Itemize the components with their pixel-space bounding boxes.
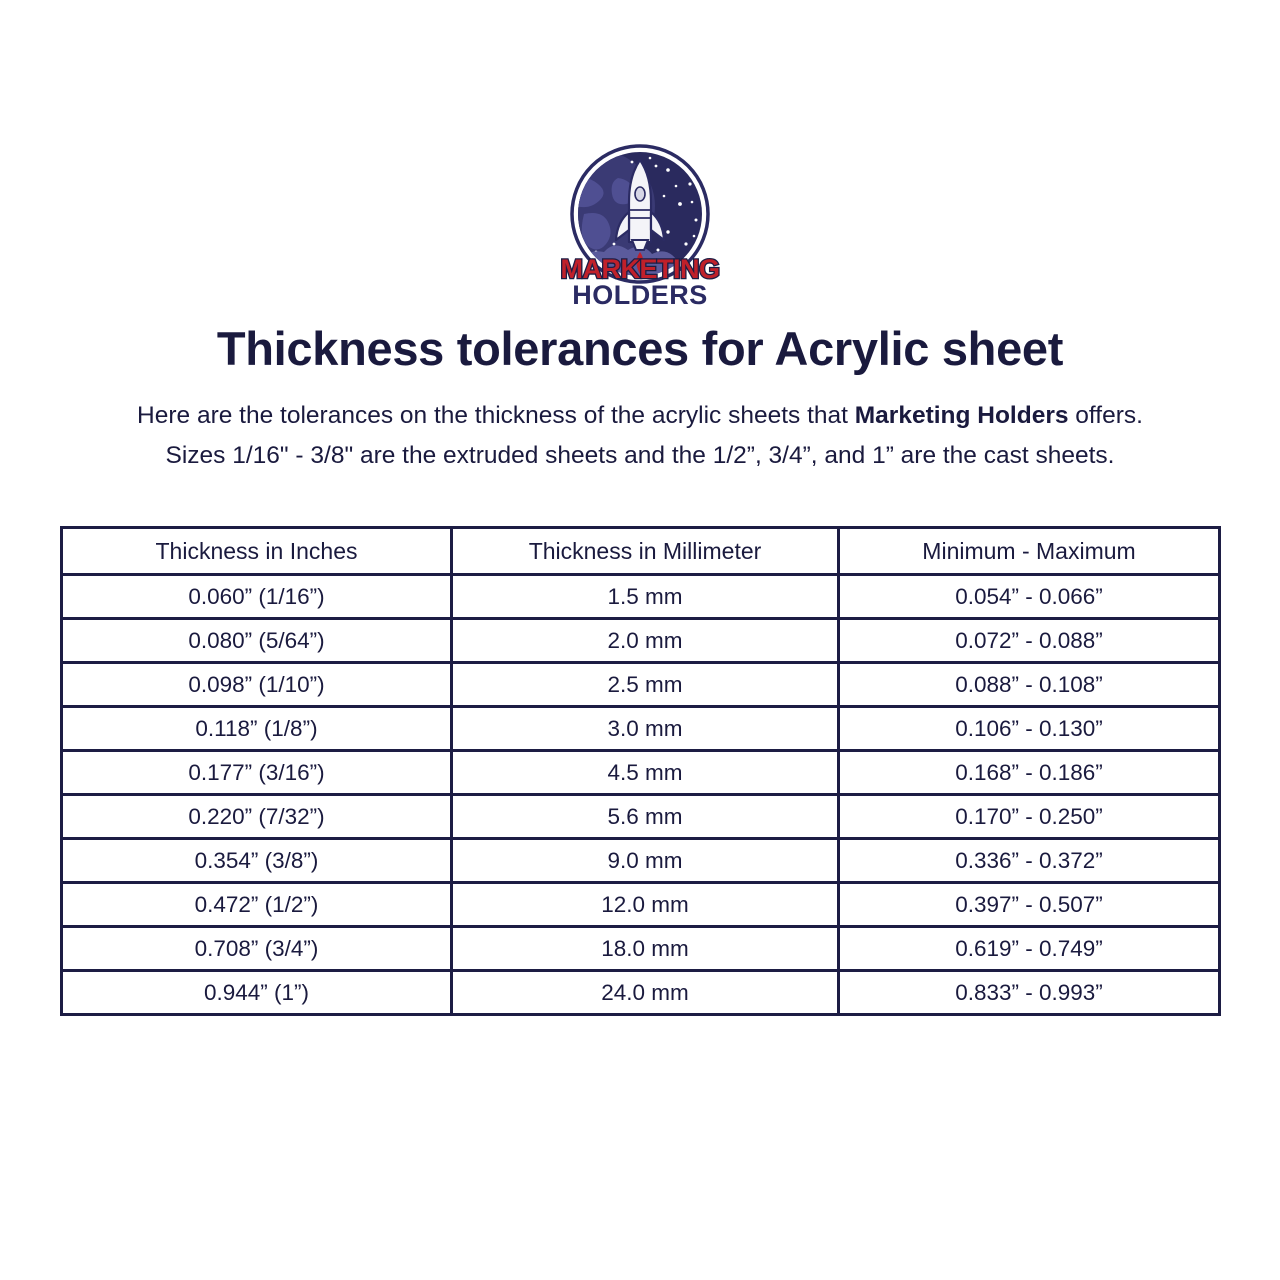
cell-millimeter: 5.6 mm [450, 793, 840, 840]
cell-millimeter: 18.0 mm [450, 925, 840, 972]
table-row: 0.220” (7/32”) 5.6 mm 0.170” - 0.250” [60, 793, 1221, 840]
cell-min-max: 0.397” - 0.507” [837, 881, 1221, 928]
page-subtitle: Here are the tolerances on the thickness… [0, 396, 1280, 475]
column-header-millimeter: Thickness in Millimeter [450, 526, 840, 576]
cell-min-max: 0.168” - 0.186” [837, 749, 1221, 796]
subtitle-line-1-part-a: Here are the tolerances on the thickness… [137, 402, 855, 429]
cell-millimeter: 9.0 mm [450, 837, 840, 884]
logo-word-holders: HOLDERS [572, 280, 708, 310]
subtitle-line-1: Here are the tolerances on the thickness… [0, 396, 1280, 436]
cell-min-max: 0.619” - 0.749” [837, 925, 1221, 972]
thickness-tolerance-table: Thickness in Inches Thickness in Millime… [60, 526, 1221, 1016]
cell-min-max: 0.833” - 0.993” [837, 969, 1221, 1016]
page-title: Thickness tolerances for Acrylic sheet [216, 322, 1064, 375]
table-row: 0.944” (1”) 24.0 mm 0.833” - 0.993” [60, 969, 1221, 1016]
table-body: 0.060” (1/16”) 1.5 mm 0.054” - 0.066” 0.… [60, 573, 1221, 1016]
column-header-inches: Thickness in Inches [60, 526, 453, 576]
cell-millimeter: 2.5 mm [450, 661, 840, 708]
cell-inches: 0.118” (1/8”) [60, 705, 453, 752]
cell-inches: 0.944” (1”) [60, 969, 453, 1016]
table-row: 0.098” (1/10”) 2.5 mm 0.088” - 0.108” [60, 661, 1221, 708]
cell-millimeter: 1.5 mm [450, 573, 840, 620]
table-row: 0.177” (3/16”) 4.5 mm 0.168” - 0.186” [60, 749, 1221, 796]
table-row: 0.080” (5/64”) 2.0 mm 0.072” - 0.088” [60, 617, 1221, 664]
table-row: 0.472” (1/2”) 12.0 mm 0.397” - 0.507” [60, 881, 1221, 928]
table-row: 0.060” (1/16”) 1.5 mm 0.054” - 0.066” [60, 573, 1221, 620]
cell-min-max: 0.170” - 0.250” [837, 793, 1221, 840]
cell-inches: 0.098” (1/10”) [60, 661, 453, 708]
subtitle-brand-name: Marketing Holders [854, 402, 1069, 429]
cell-inches: 0.708” (3/4”) [60, 925, 453, 972]
table-row: 0.354” (3/8”) 9.0 mm 0.336” - 0.372” [60, 837, 1221, 884]
cell-millimeter: 2.0 mm [450, 617, 840, 664]
column-header-min-max: Minimum - Maximum [837, 526, 1221, 576]
cell-min-max: 0.106” - 0.130” [837, 705, 1221, 752]
logo-container: MARKETING HOLDERS [0, 140, 1280, 312]
marketing-holders-logo: MARKETING HOLDERS [540, 140, 740, 312]
cell-min-max: 0.054” - 0.066” [837, 573, 1221, 620]
subtitle-line-2: Sizes 1/16" - 3/8" are the extruded shee… [165, 441, 1115, 469]
cell-min-max: 0.088” - 0.108” [837, 661, 1221, 708]
cell-min-max: 0.072” - 0.088” [837, 617, 1221, 664]
logo-word-marketing: MARKETING [561, 254, 720, 284]
cell-millimeter: 24.0 mm [450, 969, 840, 1016]
cell-min-max: 0.336” - 0.372” [837, 837, 1221, 884]
subtitle-line-1-part-b: offers. [1068, 402, 1143, 429]
cell-millimeter: 4.5 mm [450, 749, 840, 796]
cell-millimeter: 3.0 mm [450, 705, 840, 752]
table-row: 0.708” (3/4”) 18.0 mm 0.619” - 0.749” [60, 925, 1221, 972]
table-container: Thickness in Inches Thickness in Millime… [60, 526, 1221, 1016]
cell-inches: 0.177” (3/16”) [60, 749, 453, 796]
cell-inches: 0.472” (1/2”) [60, 881, 453, 928]
cell-inches: 0.220” (7/32”) [60, 793, 453, 840]
cell-inches: 0.080” (5/64”) [60, 617, 453, 664]
cell-inches: 0.354” (3/8”) [60, 837, 453, 884]
table-row: 0.118” (1/8”) 3.0 mm 0.106” - 0.130” [60, 705, 1221, 752]
table-header-row: Thickness in Inches Thickness in Millime… [60, 526, 1221, 576]
cell-millimeter: 12.0 mm [450, 881, 840, 928]
cell-inches: 0.060” (1/16”) [60, 573, 453, 620]
